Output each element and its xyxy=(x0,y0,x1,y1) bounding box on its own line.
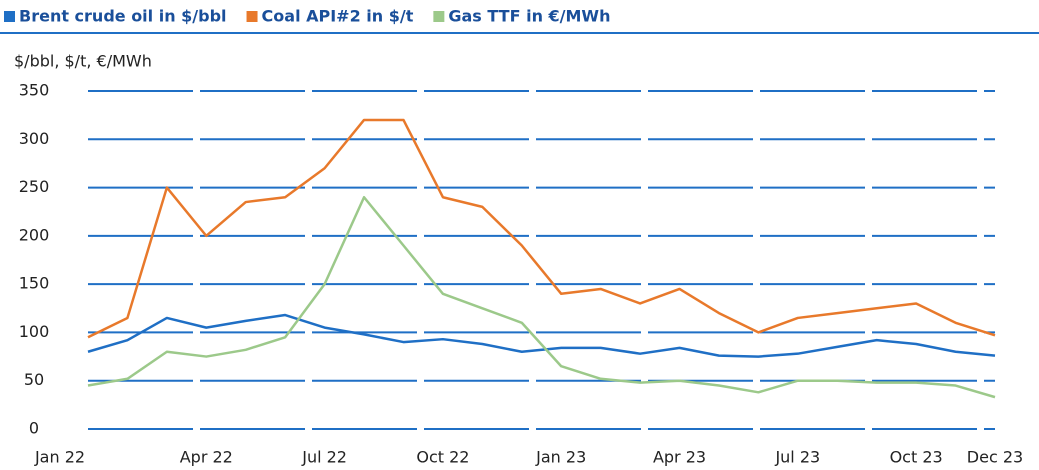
legend-swatch xyxy=(4,11,15,22)
y-tick-label: 0 xyxy=(29,419,39,438)
legend-swatch xyxy=(433,11,445,22)
x-tick-label: Oct 23 xyxy=(890,448,943,467)
legend-label: Brent crude oil in $/bbl xyxy=(19,7,227,26)
x-tick-label: Jan 23 xyxy=(535,448,586,467)
y-tick-label: 150 xyxy=(19,274,50,293)
legend-swatch xyxy=(246,11,258,22)
legend-label: Coal API#2 in $/t xyxy=(262,7,414,26)
y-tick-label: 50 xyxy=(24,370,44,389)
y-tick-label: 250 xyxy=(19,177,50,196)
y-tick-label: 100 xyxy=(19,322,50,341)
x-tick-label: Apr 23 xyxy=(653,448,706,467)
x-tick-label: Jul 23 xyxy=(774,448,820,467)
y-axis-label: $/bbl, $/t, €/MWh xyxy=(14,52,152,71)
x-tick-label: Jan 22 xyxy=(34,448,85,467)
series-line xyxy=(87,118,996,339)
x-tick-label: Oct 22 xyxy=(416,448,469,467)
y-tick-label: 300 xyxy=(19,129,50,148)
y-tick-label: 200 xyxy=(19,225,50,244)
series-line xyxy=(87,195,996,399)
x-tick-label: Jul 22 xyxy=(301,448,347,467)
legend-label: Gas TTF in €/MWh xyxy=(448,7,610,26)
x-tick-label: Apr 22 xyxy=(180,448,233,467)
x-tick-label: Dec 23 xyxy=(967,448,1023,467)
series-line xyxy=(87,313,996,358)
y-tick-label: 350 xyxy=(19,81,50,100)
